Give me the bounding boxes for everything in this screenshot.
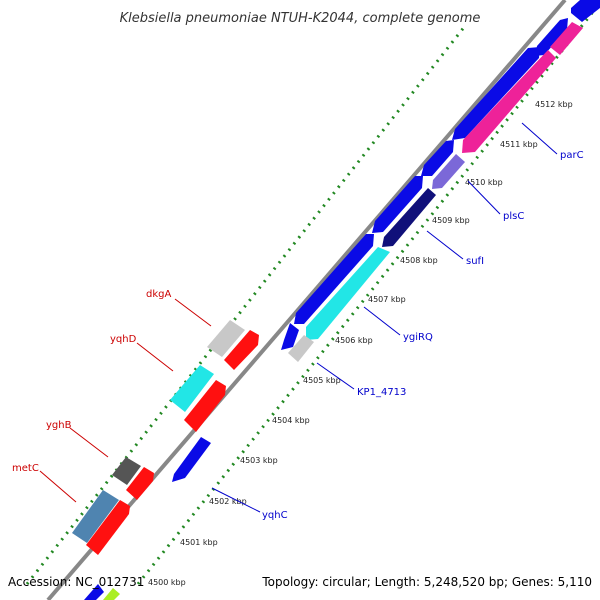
gene-arrow: [288, 335, 314, 362]
leader-line: [211, 487, 261, 513]
gene-arrow: [382, 188, 436, 247]
tick-label: 4507 kbp: [368, 295, 406, 304]
gene-arrow: [72, 490, 119, 543]
leader-line: [426, 230, 464, 260]
gene-label-sufI: sufI: [466, 256, 484, 267]
gene-arrow: [281, 323, 299, 350]
gene-label-parC: parC: [560, 150, 584, 161]
gene-label-metC: metC: [12, 463, 39, 474]
reverse-features: [72, 320, 259, 555]
leader-line: [521, 122, 558, 155]
forward-features: [172, 0, 600, 482]
map-title: Klebsiella pneumoniae NTUH-K2044, comple…: [120, 11, 481, 26]
gene-label-yghB: yghB: [46, 420, 72, 431]
gene-arrow: [306, 247, 390, 340]
gene-label-ygiRQ: ygiRQ: [403, 332, 433, 343]
tick-label: 4506 kbp: [335, 336, 373, 345]
gene-label-yqhC: yqhC: [262, 510, 288, 521]
gene-arrow: [535, 18, 568, 56]
gene-arrow: [103, 588, 120, 600]
gene-label-plsC: plsC: [503, 211, 524, 222]
leader-line: [39, 470, 77, 503]
gene-arrow: [372, 176, 423, 233]
gene-arrow: [112, 457, 141, 485]
leader-line: [136, 342, 174, 372]
gene-arrow: [84, 584, 104, 600]
gene-arrow: [421, 140, 454, 176]
tick-label: 4504 kbp: [272, 416, 310, 425]
leader-line: [363, 306, 401, 336]
gene-label-dkgA: dkgA: [146, 289, 171, 300]
gene-arrow: [224, 330, 259, 370]
tick-label: 4505 kbp: [303, 376, 341, 385]
gene-arrow: [571, 0, 600, 22]
leader-line: [69, 427, 109, 458]
forward-features-lower: [84, 22, 583, 600]
forward-dot-track: [136, 2, 600, 585]
gene-arrow: [207, 320, 245, 357]
tick-label: 4511 kbp: [500, 140, 538, 149]
leader-line: [316, 362, 355, 390]
tick-label: 4509 kbp: [432, 216, 470, 225]
tick-label: 4500 kbp: [148, 578, 186, 587]
tick-label: 4501 kbp: [180, 538, 218, 547]
tick-labels: 4500 kbp 4501 kbp 4502 kbp 4503 kbp 4504…: [148, 100, 573, 587]
gene-arrow: [170, 365, 214, 412]
tick-label: 4502 kbp: [209, 497, 247, 506]
tick-label: 4508 kbp: [400, 256, 438, 265]
accession-label: Accession: NC_012731: [8, 575, 144, 589]
tick-label: 4512 kbp: [535, 100, 573, 109]
gene-arrow: [462, 50, 556, 153]
backbone: [46, 0, 567, 600]
gene-label-KP1_4713: KP1_4713: [357, 387, 406, 398]
reverse-gene-labels: dkgA yqhD yghB metC: [12, 289, 212, 503]
gene-arrow: [432, 154, 465, 189]
genome-stats: Topology: circular; Length: 5,248,520 bp…: [261, 575, 592, 589]
forward-gene-labels: parC plsC sufI ygiRQ KP1_4713 yqhC: [211, 122, 584, 521]
leader-line: [467, 180, 501, 215]
gene-arrow: [172, 437, 211, 482]
tick-label: 4510 kbp: [465, 178, 503, 187]
leader-line: [174, 298, 212, 327]
tick-label: 4503 kbp: [240, 456, 278, 465]
gene-arrow: [294, 234, 374, 324]
gene-arrow: [126, 467, 154, 500]
gene-arrow: [184, 380, 226, 432]
gene-arrow: [550, 22, 583, 55]
gene-arrow: [452, 47, 540, 140]
gene-label-yqhD: yqhD: [110, 334, 137, 345]
gene-arrow: [86, 500, 130, 555]
